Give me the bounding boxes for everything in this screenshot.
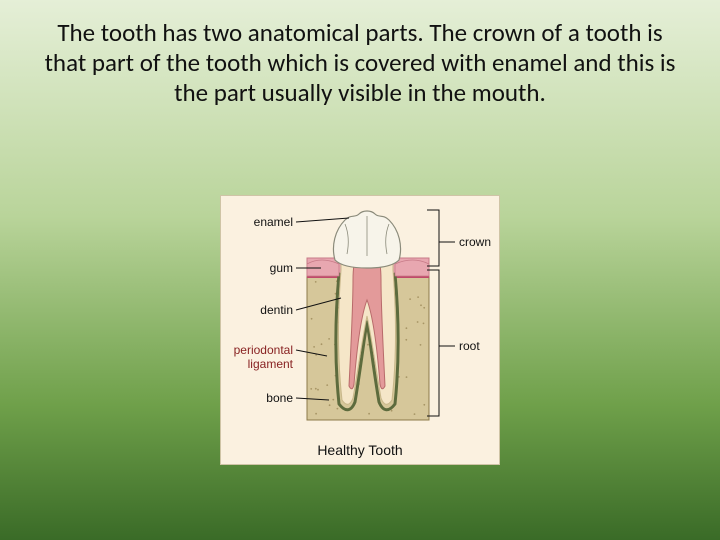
label-root: root xyxy=(459,339,480,353)
diagram-caption: Healthy Tooth xyxy=(221,442,499,458)
label-gum: gum xyxy=(270,261,293,275)
slide-title: The tooth has two anatomical parts. The … xyxy=(40,18,680,108)
label-dentin: dentin xyxy=(260,303,293,317)
label-periodontal: periodontal xyxy=(234,343,293,357)
tooth-diagram: enamel gum dentin periodontalligament bone cr… xyxy=(220,195,500,465)
label-crown: crown xyxy=(459,235,491,249)
label-bone: bone xyxy=(266,391,293,405)
tooth-diagram-svg: enamel gum dentin periodontalligament bone cr… xyxy=(221,196,501,440)
label-ligament: ligament xyxy=(248,357,294,371)
slide: The tooth has two anatomical parts. The … xyxy=(0,0,720,540)
label-enamel: enamel xyxy=(254,215,293,229)
